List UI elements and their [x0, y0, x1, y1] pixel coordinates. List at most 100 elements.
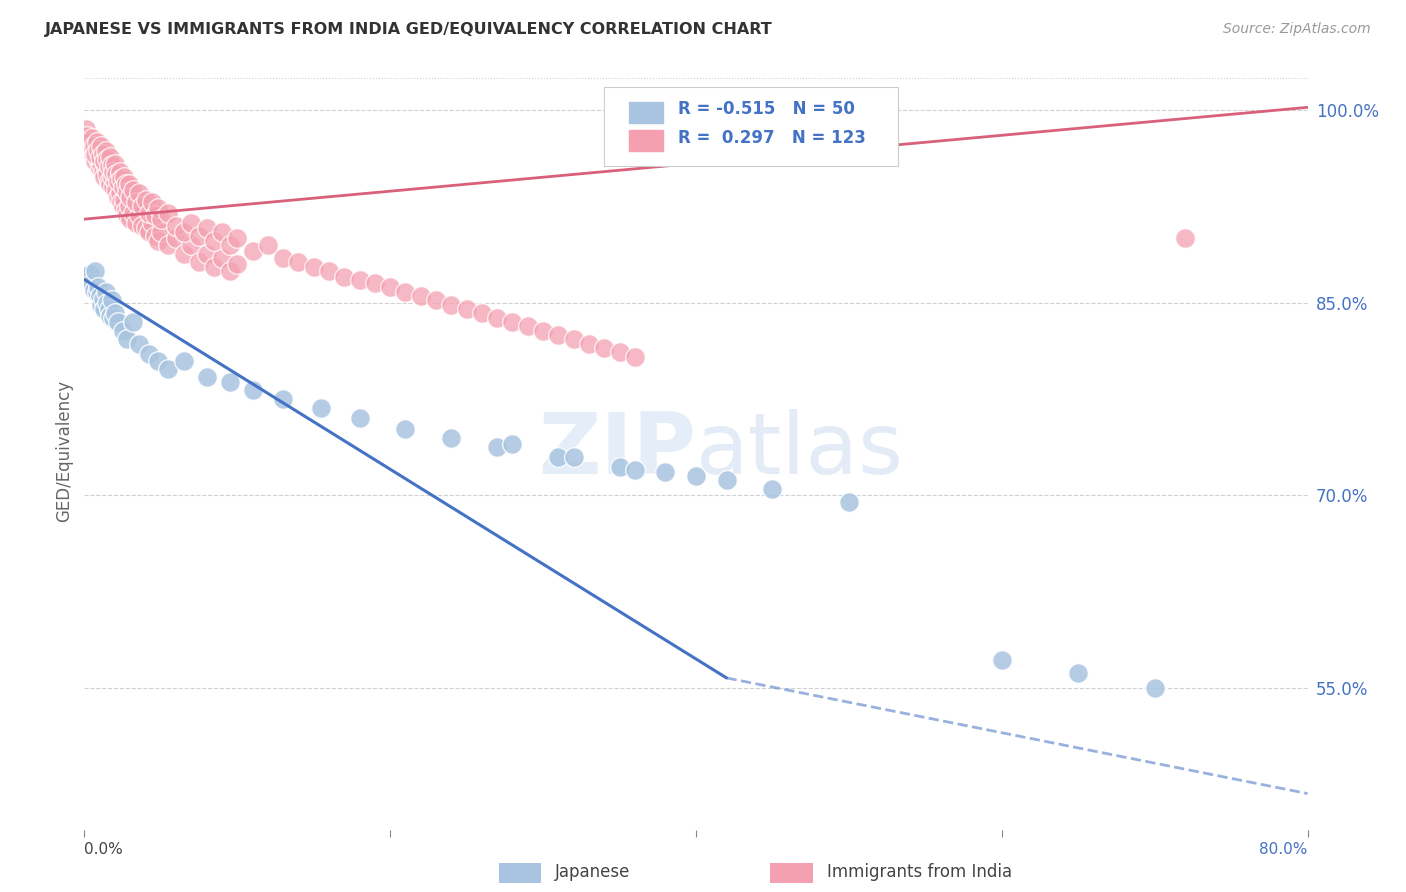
Point [157, 205, 180, 219]
Point [98, 178, 121, 192]
Point [91, 164, 114, 178]
Point [108, 164, 131, 178]
Point [609, 344, 631, 359]
Point [146, 353, 169, 368]
Point [394, 285, 416, 300]
Point [104, 173, 127, 187]
Point [120, 212, 142, 227]
Point [287, 254, 309, 268]
Point [165, 231, 187, 245]
Point [115, 332, 138, 346]
Point [114, 203, 136, 218]
Y-axis label: GED/Equivalency: GED/Equivalency [55, 379, 73, 522]
Point [562, 450, 585, 464]
Point [83, 148, 105, 162]
Point [173, 225, 195, 239]
Point [89, 151, 111, 165]
Point [271, 251, 294, 265]
Point [80, 131, 103, 145]
Point [90, 298, 112, 312]
Point [93, 169, 115, 184]
Point [111, 180, 134, 194]
Point [91, 146, 114, 161]
Point [115, 208, 138, 222]
Point [180, 237, 202, 252]
Point [242, 383, 264, 397]
Point [173, 247, 195, 261]
Point [146, 234, 169, 248]
Point [80, 139, 103, 153]
Point [425, 293, 447, 307]
Point [125, 216, 148, 230]
Text: ZIP: ZIP [538, 409, 696, 492]
Point [87, 280, 110, 294]
Point [112, 169, 135, 184]
Point [502, 437, 524, 451]
Point [77, 135, 100, 149]
Point [131, 199, 153, 213]
Point [101, 293, 124, 307]
Point [118, 178, 141, 192]
Point [195, 247, 218, 261]
Point [593, 341, 616, 355]
Point [242, 244, 264, 259]
Point [90, 157, 112, 171]
Point [609, 460, 631, 475]
Point [516, 318, 538, 333]
Point [94, 285, 117, 300]
Point [173, 353, 195, 368]
Point [104, 306, 127, 320]
Point [103, 311, 125, 326]
Point [97, 173, 120, 187]
Point [96, 295, 118, 310]
Point [112, 193, 135, 207]
Point [83, 283, 105, 297]
Point [86, 135, 108, 149]
Point [685, 469, 707, 483]
Point [138, 347, 160, 361]
Point [624, 350, 647, 364]
Point [103, 180, 125, 194]
Point [257, 237, 280, 252]
Point [122, 315, 145, 329]
Point [90, 139, 112, 153]
Point [87, 143, 110, 157]
Point [838, 495, 860, 509]
Point [188, 228, 211, 243]
Point [107, 173, 129, 187]
Point [654, 465, 676, 479]
Point [94, 161, 117, 175]
Text: R = -0.515   N = 50: R = -0.515 N = 50 [678, 100, 855, 119]
Point [79, 144, 101, 158]
Point [409, 289, 432, 303]
Point [195, 221, 218, 235]
Point [456, 302, 478, 317]
Point [93, 302, 115, 317]
Point [76, 128, 98, 143]
Point [101, 169, 124, 184]
Point [131, 219, 153, 233]
Text: Source: ZipAtlas.com: Source: ZipAtlas.com [1223, 22, 1371, 37]
Point [98, 309, 121, 323]
Point [188, 254, 211, 268]
Point [562, 332, 585, 346]
Point [103, 164, 125, 178]
Point [91, 292, 114, 306]
Point [104, 157, 127, 171]
Point [202, 234, 225, 248]
Point [114, 178, 136, 192]
Point [135, 193, 157, 207]
Point [211, 251, 233, 265]
Point [122, 205, 145, 219]
Point [761, 482, 783, 496]
Point [125, 195, 148, 210]
Point [97, 302, 120, 317]
Point [349, 272, 371, 286]
Text: Japanese: Japanese [555, 863, 631, 881]
Point [364, 277, 387, 291]
Point [108, 186, 131, 201]
Point [157, 237, 180, 252]
Point [486, 311, 509, 326]
Point [96, 167, 118, 181]
Point [93, 154, 115, 169]
